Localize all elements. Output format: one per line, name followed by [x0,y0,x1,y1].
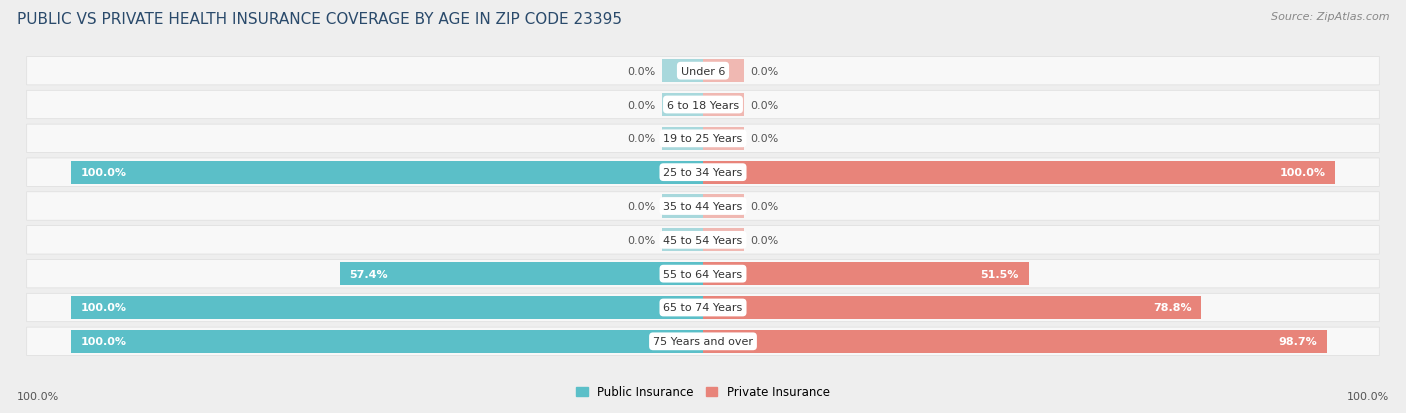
Text: PUBLIC VS PRIVATE HEALTH INSURANCE COVERAGE BY AGE IN ZIP CODE 23395: PUBLIC VS PRIVATE HEALTH INSURANCE COVER… [17,12,621,27]
Bar [662,229,703,252]
Bar [70,330,703,353]
FancyBboxPatch shape [27,328,1379,356]
Bar [662,195,703,218]
Bar [70,161,703,184]
Text: 0.0%: 0.0% [751,100,779,110]
Text: 98.7%: 98.7% [1278,337,1317,347]
Text: 57.4%: 57.4% [350,269,388,279]
Text: 0.0%: 0.0% [751,235,779,245]
Text: 35 to 44 Years: 35 to 44 Years [664,202,742,211]
Bar [662,60,703,83]
Text: 25 to 34 Years: 25 to 34 Years [664,168,742,178]
Text: 51.5%: 51.5% [980,269,1019,279]
FancyBboxPatch shape [27,260,1379,288]
Text: 6 to 18 Years: 6 to 18 Years [666,100,740,110]
Bar [703,296,1201,319]
Text: 100.0%: 100.0% [80,303,127,313]
Text: 100.0%: 100.0% [17,391,59,401]
Text: 0.0%: 0.0% [751,202,779,211]
Text: 75 Years and over: 75 Years and over [652,337,754,347]
FancyBboxPatch shape [27,294,1379,322]
Text: 0.0%: 0.0% [751,134,779,144]
Text: 0.0%: 0.0% [627,202,655,211]
Text: 100.0%: 100.0% [1347,391,1389,401]
Bar [662,128,703,150]
Bar [662,94,703,117]
FancyBboxPatch shape [27,91,1379,119]
Bar [340,263,703,285]
Text: 0.0%: 0.0% [627,134,655,144]
Bar [703,94,744,117]
Bar [703,229,744,252]
FancyBboxPatch shape [27,192,1379,221]
Text: 65 to 74 Years: 65 to 74 Years [664,303,742,313]
Text: 0.0%: 0.0% [751,66,779,76]
Text: 0.0%: 0.0% [627,235,655,245]
Legend: Public Insurance, Private Insurance: Public Insurance, Private Insurance [571,381,835,403]
Bar [703,263,1029,285]
Bar [703,60,744,83]
FancyBboxPatch shape [27,226,1379,254]
Bar [70,296,703,319]
Text: 100.0%: 100.0% [1279,168,1326,178]
Text: 45 to 54 Years: 45 to 54 Years [664,235,742,245]
Bar [703,161,1336,184]
Text: 0.0%: 0.0% [627,66,655,76]
Bar [703,195,744,218]
FancyBboxPatch shape [27,57,1379,85]
Text: 78.8%: 78.8% [1153,303,1191,313]
Text: 100.0%: 100.0% [80,337,127,347]
Text: Under 6: Under 6 [681,66,725,76]
Text: 0.0%: 0.0% [627,100,655,110]
Bar [703,330,1327,353]
FancyBboxPatch shape [27,125,1379,153]
Text: 19 to 25 Years: 19 to 25 Years [664,134,742,144]
Text: Source: ZipAtlas.com: Source: ZipAtlas.com [1271,12,1389,22]
Text: 100.0%: 100.0% [80,168,127,178]
Bar [703,128,744,150]
FancyBboxPatch shape [27,159,1379,187]
Text: 55 to 64 Years: 55 to 64 Years [664,269,742,279]
